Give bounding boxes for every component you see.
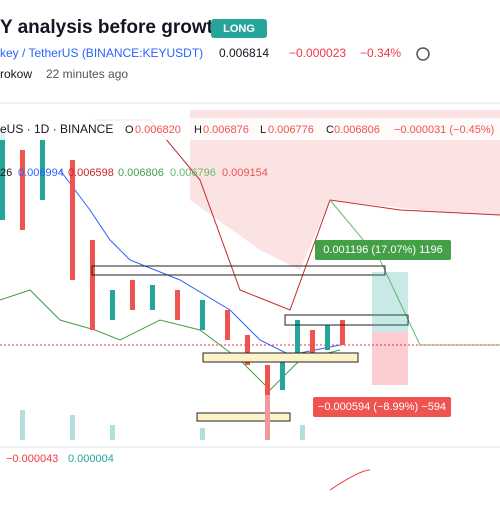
legend-h-label: H bbox=[194, 124, 202, 136]
macd-value: 0.000004 bbox=[68, 453, 114, 465]
indicator-value: 0.006806 bbox=[118, 167, 164, 179]
idea-title: Y analysis before growth bbox=[0, 17, 225, 38]
tenkan bbox=[59, 169, 341, 356]
legend-change: −0.000031 (−0.45%) bbox=[394, 124, 494, 136]
indicator-period: 26 bbox=[0, 167, 12, 179]
legend-l-label: L bbox=[260, 124, 266, 136]
indicator-value: 0.009154 bbox=[222, 167, 268, 179]
volume bbox=[20, 395, 305, 440]
macd-value: −0.000043 bbox=[6, 453, 58, 465]
zone bbox=[284, 314, 409, 326]
legend-o: 0.006820 bbox=[135, 124, 181, 136]
zone bbox=[91, 265, 386, 276]
legend-l: 0.006776 bbox=[268, 124, 314, 136]
legend-h: 0.006876 bbox=[203, 124, 249, 136]
long-target bbox=[372, 272, 408, 332]
badge-text: LONG bbox=[223, 23, 255, 35]
short-label: −0.000594 (−8.99%) −594 bbox=[318, 401, 446, 413]
chikou bbox=[0, 289, 341, 391]
indicator-value: 0.006994 bbox=[18, 167, 64, 179]
zone bbox=[196, 412, 291, 422]
symbol-name[interactable]: key / TetherUS (BINANCE:KEYUSDT) bbox=[0, 46, 203, 60]
price-change-pct: −0.34% bbox=[360, 46, 401, 60]
time: 22 minutes ago bbox=[46, 67, 128, 81]
legend-c-label: C bbox=[326, 124, 334, 136]
alert-icon[interactable] bbox=[416, 47, 430, 61]
cloud bbox=[95, 110, 500, 270]
legend-bg bbox=[0, 118, 500, 140]
price: 0.006814 bbox=[219, 46, 269, 60]
short-stop bbox=[372, 332, 408, 385]
badge bbox=[211, 19, 267, 38]
short-label-box bbox=[313, 397, 451, 417]
legend-o-label: O bbox=[125, 124, 134, 136]
legend-symbol: eUS · 1D · BINANCE bbox=[0, 122, 113, 136]
zone bbox=[202, 352, 359, 363]
indicator-value: 0.006796 bbox=[170, 167, 216, 179]
price-change: −0.000023 bbox=[289, 46, 346, 60]
candles bbox=[0, 130, 345, 410]
long-label: 0.001196 (17.07%) 1196 bbox=[323, 244, 442, 256]
macd-line bbox=[329, 469, 371, 491]
long-label-box bbox=[315, 240, 451, 260]
indicator-value: 0.006598 bbox=[68, 167, 114, 179]
legend-c: 0.006806 bbox=[334, 124, 380, 136]
author[interactable]: rokow bbox=[0, 67, 32, 81]
cloud-edge bbox=[329, 199, 500, 346]
